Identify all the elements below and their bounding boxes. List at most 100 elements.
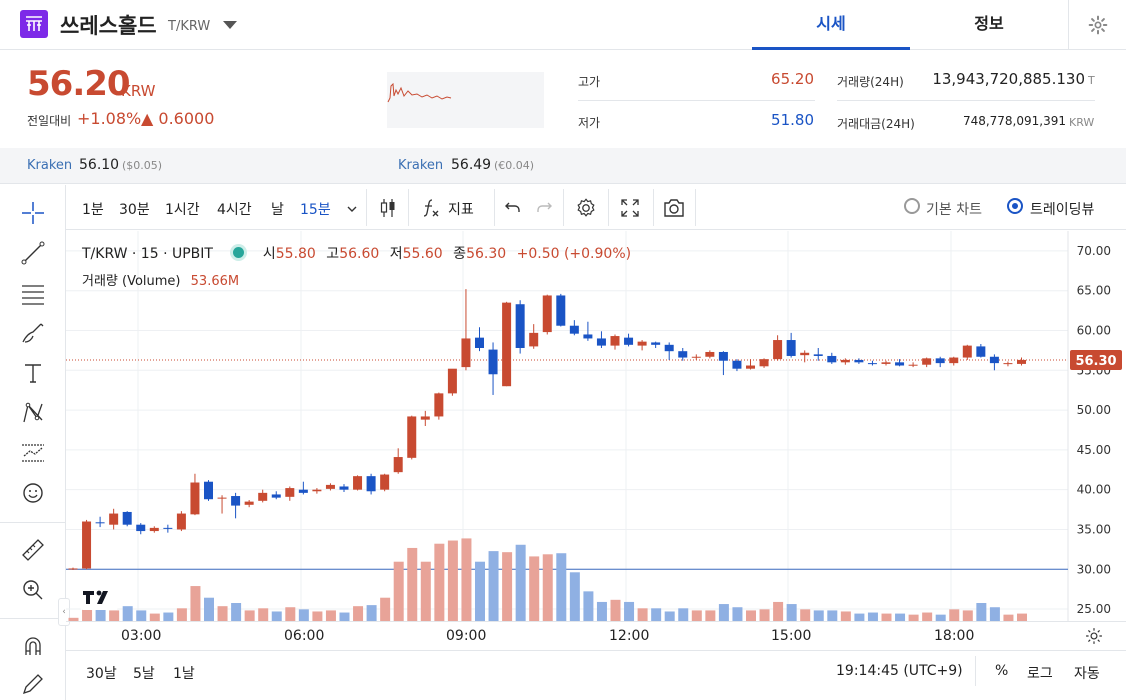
tab-quote[interactable]: 시세 xyxy=(752,0,910,50)
interval-1m[interactable]: 1분 xyxy=(82,202,104,218)
candle-body xyxy=(732,360,742,369)
pattern-tool[interactable] xyxy=(18,398,48,428)
interval-1h[interactable]: 1시간 xyxy=(165,202,200,218)
volume-bar xyxy=(678,608,689,621)
amount-label: 거래대금(24H) xyxy=(837,117,915,131)
price-tick: 65.00 xyxy=(1077,284,1111,298)
basic-chart-label[interactable]: 기본 차트 xyxy=(926,202,982,218)
settings-button[interactable] xyxy=(1068,0,1126,50)
lock-drawing-tool[interactable] xyxy=(18,669,48,699)
chevron-down-icon[interactable] xyxy=(223,21,237,29)
candle-body xyxy=(447,368,457,394)
candle-body xyxy=(353,476,363,490)
volume-bar xyxy=(773,601,784,621)
candle-body xyxy=(190,482,200,515)
emoji-tool[interactable] xyxy=(18,478,48,508)
percent-toggle[interactable]: % xyxy=(995,663,1009,679)
range-1d[interactable]: 1날 xyxy=(173,666,195,682)
volume-bar xyxy=(732,607,743,621)
candle-body xyxy=(908,364,918,366)
volume-bar xyxy=(529,556,540,621)
gear-icon xyxy=(1088,15,1107,35)
axis-settings-button[interactable] xyxy=(1084,626,1104,650)
fib-tool[interactable] xyxy=(18,278,48,308)
price-tick: 25.00 xyxy=(1077,602,1111,616)
forecast-tool[interactable] xyxy=(18,438,48,468)
exchange-name[interactable]: Kraken xyxy=(398,158,444,173)
ruler-tool[interactable] xyxy=(18,535,48,565)
volume-bar xyxy=(204,597,214,621)
crosshair-tool[interactable] xyxy=(18,198,48,228)
clock[interactable]: 19:14:45 (UTC+9) xyxy=(836,663,963,679)
price-tick: 40.00 xyxy=(1077,483,1111,497)
high-label: 고가 xyxy=(578,75,601,89)
tab-info[interactable]: 정보 xyxy=(974,14,1004,33)
time-axis[interactable] xyxy=(66,621,1126,650)
volume-bar xyxy=(935,614,946,621)
candle-body xyxy=(217,497,227,499)
exchange-price: 56.49 xyxy=(451,157,492,173)
indicators-button[interactable]: 지표 xyxy=(448,202,474,218)
candle-body xyxy=(529,332,539,347)
tradingview-logo-icon xyxy=(83,590,108,604)
interval-15m[interactable]: 15분 xyxy=(300,202,331,218)
candle-body xyxy=(895,362,905,366)
volume-bar xyxy=(895,613,906,621)
chart-legend: T/KRW · 15 · UPBIT 시55.80 고56.60 저55.60 … xyxy=(82,246,632,262)
candle-body xyxy=(244,501,254,505)
tradingview-label[interactable]: 트레이딩뷰 xyxy=(1030,202,1095,218)
time-tick: 18:00 xyxy=(934,628,975,644)
volume-bar xyxy=(1003,614,1014,621)
volume-bar xyxy=(800,609,811,621)
candle-body xyxy=(746,365,755,369)
candle-body xyxy=(976,346,986,357)
radio-basic-chart[interactable] xyxy=(904,198,920,214)
interval-4h[interactable]: 4시간 xyxy=(217,202,252,218)
trendline-tool[interactable] xyxy=(18,238,48,268)
amount-unit: KRW xyxy=(1069,116,1095,129)
log-toggle[interactable]: 로그 xyxy=(1027,666,1053,682)
function-icon xyxy=(423,199,439,217)
radio-tradingview[interactable] xyxy=(1007,198,1023,214)
zoom-tool[interactable] xyxy=(18,575,48,605)
undo-button[interactable] xyxy=(500,195,526,221)
chart-settings-button[interactable] xyxy=(573,195,599,221)
tradingview-logo[interactable] xyxy=(80,586,118,610)
volume-bar xyxy=(502,552,513,621)
screenshot-button[interactable] xyxy=(661,195,687,221)
candle-body xyxy=(339,486,349,490)
fullscreen-button[interactable] xyxy=(617,195,643,221)
interval-30m[interactable]: 30분 xyxy=(119,202,150,218)
candle-body xyxy=(678,351,688,358)
brush-tool[interactable] xyxy=(18,318,48,348)
range-5d[interactable]: 5날 xyxy=(133,666,155,682)
range-30d[interactable]: 30날 xyxy=(86,666,117,682)
auto-toggle[interactable]: 자동 xyxy=(1074,666,1100,682)
collapse-toolbar-button[interactable]: ‹ xyxy=(58,598,70,626)
mini-chart xyxy=(387,72,544,128)
high-value: 65.20 xyxy=(771,70,814,88)
divider xyxy=(608,189,609,226)
time-tick: 06:00 xyxy=(284,628,325,644)
volume-bar xyxy=(190,586,201,621)
text-tool[interactable] xyxy=(18,358,48,388)
candle-body xyxy=(515,304,525,348)
legend-symbol: T/KRW · 15 · UPBIT xyxy=(82,246,213,262)
price-chart[interactable]: 70.0065.0060.0055.0050.0045.0040.0035.00… xyxy=(66,231,1126,621)
forecast-icon xyxy=(22,444,44,462)
candle-body xyxy=(393,457,403,473)
redo-button[interactable] xyxy=(531,195,557,221)
volume-bar xyxy=(258,608,269,621)
indicators-icon-button[interactable] xyxy=(418,195,444,221)
interval-dropdown-button[interactable] xyxy=(346,200,358,219)
candle-body xyxy=(68,568,78,570)
volume-bar xyxy=(353,606,364,621)
candle-body xyxy=(922,358,932,365)
exchange-name[interactable]: Kraken xyxy=(27,158,73,173)
volume-bar xyxy=(475,561,485,621)
interval-day[interactable]: 날 xyxy=(271,202,284,218)
market-status-dot xyxy=(233,247,245,258)
candle-body xyxy=(813,354,823,356)
magnet-tool[interactable] xyxy=(18,631,48,661)
chart-type-button[interactable] xyxy=(375,195,401,221)
